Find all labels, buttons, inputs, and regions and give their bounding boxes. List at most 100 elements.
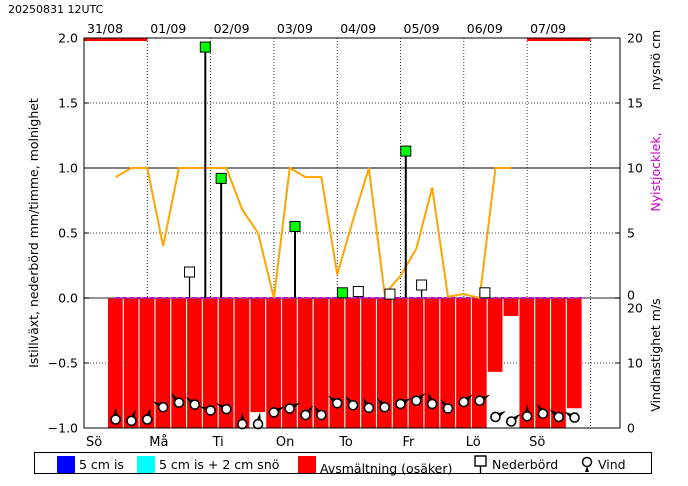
melt-bar <box>249 297 266 413</box>
wind-symbol <box>426 392 438 410</box>
melt-bar <box>408 297 424 429</box>
weekday-label: Sö <box>529 435 545 450</box>
right-bottom-tick-label: 10 <box>627 356 643 371</box>
wind-symbol <box>284 402 301 414</box>
legend-item-snow5plus2: 5 cm is + 2 cm snö <box>137 455 279 473</box>
melt-bar <box>566 297 583 409</box>
wind-symbol <box>564 411 580 423</box>
legend-item-snow5: 5 cm is <box>57 455 124 473</box>
wind-symbol <box>328 395 343 409</box>
wind-symbol <box>313 405 327 421</box>
wind-speed-marker <box>110 414 121 425</box>
legend-swatch-snow5plus2 <box>137 455 155 473</box>
melt-bar <box>550 297 567 429</box>
wind-speed-marker <box>268 407 280 418</box>
run-time-label: 20250831 12UTC <box>8 3 104 16</box>
precip-marker <box>400 145 412 157</box>
right-top-tick-label: 20 <box>627 31 643 46</box>
cloud-marker <box>479 287 491 299</box>
wind-speed-marker <box>316 409 327 421</box>
melt-bar <box>234 297 250 429</box>
wind-symbol <box>252 412 264 430</box>
wind-symbol <box>171 393 185 408</box>
wind-speed-marker <box>142 414 153 425</box>
right-bottom-tick-label: 20 <box>627 301 643 316</box>
wind-speed-marker <box>395 398 406 410</box>
cloud-marker <box>384 288 396 300</box>
date-tick-label: 06/09 <box>467 21 503 36</box>
wind-symbol <box>376 398 390 413</box>
legend-item-melt: Avsmältning (osäker) <box>298 455 452 476</box>
wind-symbol <box>458 394 473 408</box>
precip-marker <box>289 221 301 232</box>
left-tick-label: 0.5 <box>58 226 78 241</box>
wind-symbol <box>411 392 426 407</box>
wind-speed-marker <box>236 418 248 430</box>
date-tick-label: 31/08 <box>87 21 123 36</box>
date-tick-label: 07/09 <box>530 21 566 36</box>
legend: 5 cm is 5 cm is + 2 cm snö Avsmältning (… <box>34 452 652 476</box>
right-top-tick-label: 0 <box>627 288 635 303</box>
cloud-marker <box>184 266 195 278</box>
melt-bar <box>139 297 155 429</box>
ice-growth-line <box>115 166 512 300</box>
legend-label-wind: Vind <box>598 456 626 472</box>
wind-symbol <box>536 403 549 420</box>
weekday-label: Sö <box>86 435 102 450</box>
legend-label-snow5plus2: 5 cm is + 2 cm snö <box>159 456 280 472</box>
wind-speed-marker <box>173 397 185 408</box>
legend-item-precip: Nederbörd <box>473 455 558 473</box>
wind-speed-marker <box>569 412 580 423</box>
weekday-label: Ti <box>212 435 224 450</box>
legend-swatch-melt <box>298 455 316 473</box>
right-top-tick-label: 5 <box>627 226 635 241</box>
right-bottom-tick-label: 0 <box>627 421 635 436</box>
legend-label-precip: Nederbörd <box>492 456 559 472</box>
melt-bar <box>455 297 472 429</box>
wind-symbol <box>362 397 375 414</box>
wind-symbol <box>152 401 169 413</box>
wind-speed-marker <box>284 403 296 414</box>
melt-bar <box>170 297 187 429</box>
wind-speed-marker <box>205 405 216 416</box>
left-tick-label: 1.0 <box>58 161 78 176</box>
weekday-label: Lö <box>466 435 481 450</box>
legend-item-wind: Vind <box>579 455 626 473</box>
wind-symbol <box>199 405 216 416</box>
right-top-tick-label: 15 <box>627 96 643 111</box>
melt-bar <box>487 297 504 373</box>
left-tick-label: 0.0 <box>58 291 78 306</box>
weekday-label: On <box>276 435 294 450</box>
wind-symbol <box>345 396 359 411</box>
wind-symbol <box>521 404 533 422</box>
wind-speed-marker <box>126 415 137 427</box>
wind-speed-marker <box>521 410 533 422</box>
wind-speed-marker <box>221 403 232 415</box>
wind-symbol <box>110 407 121 425</box>
weekday-label: To <box>338 435 353 450</box>
wind-speed-marker <box>363 402 375 414</box>
wind-symbol <box>185 396 201 410</box>
right-axis-label-wind: Vindhastighet m/s <box>648 298 663 411</box>
wind-symbol <box>126 409 137 427</box>
melt-bar <box>107 297 124 429</box>
date-tick-label: 03/09 <box>277 21 313 36</box>
wind-speed-marker <box>474 395 485 407</box>
weekday-label: Fr <box>403 435 416 450</box>
wind-symbol <box>395 397 411 410</box>
wind-speed-marker <box>553 411 565 423</box>
left-tick-label: 1.5 <box>58 96 78 111</box>
date-tick-label: 01/09 <box>150 21 186 36</box>
melt-bar <box>123 297 140 429</box>
wind-marker-icon <box>581 456 593 472</box>
wind-speed-marker <box>490 411 501 423</box>
left-axis-label: Istillväxt, nederbörd mm/timme, molnighe… <box>26 98 41 368</box>
wind-speed-marker <box>331 397 343 409</box>
wind-speed-marker <box>537 408 549 420</box>
wind-speed-marker <box>157 401 169 413</box>
legend-label-snow5: 5 cm is <box>79 456 124 472</box>
wind-speed-marker <box>442 403 454 414</box>
wind-symbol <box>236 412 248 430</box>
cloud-marker <box>416 279 428 291</box>
